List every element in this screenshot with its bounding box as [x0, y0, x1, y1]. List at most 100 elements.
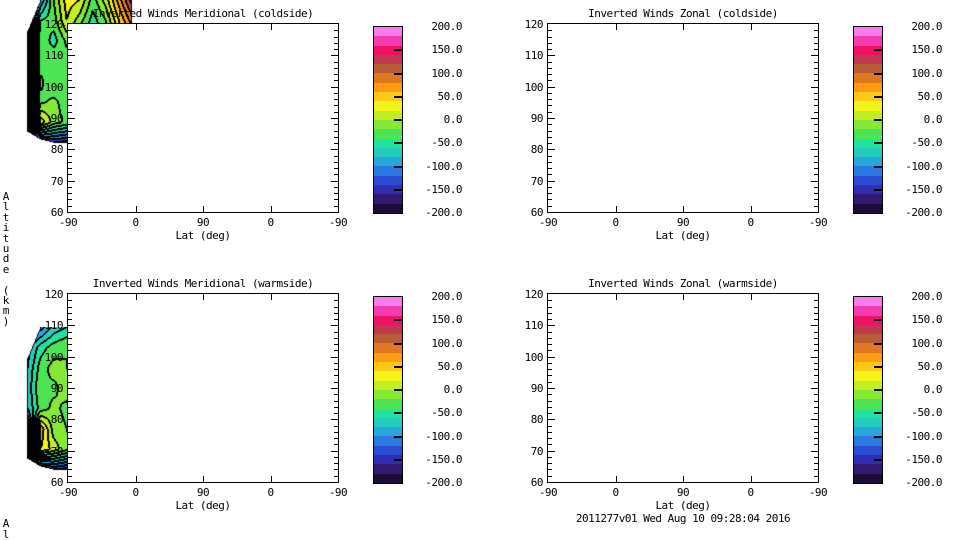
y-axis-tick	[548, 456, 552, 458]
y-axis-tick	[548, 49, 552, 51]
x-tick-label: -90	[538, 486, 558, 499]
colorbar-label: -100.0	[425, 159, 462, 173]
y-axis-tick	[811, 325, 818, 327]
colorbar-band	[854, 306, 882, 316]
x-axis-tick	[683, 24, 684, 30]
y-axis-tick	[68, 362, 72, 364]
x-tick-label: 0	[612, 216, 619, 229]
y-axis-tick	[814, 300, 818, 302]
y-axis-tick	[548, 312, 552, 314]
x-axis-tick	[270, 24, 272, 30]
colorbar	[373, 26, 403, 214]
x-axis-tick	[615, 206, 617, 212]
y-tick-label: 90	[50, 112, 64, 125]
x-axis-title: Lat (deg)	[655, 499, 711, 512]
y-axis-tick	[548, 30, 552, 32]
colorbar-band	[854, 157, 882, 167]
y-tick-label: 100	[524, 350, 544, 364]
y-axis-tick	[814, 136, 818, 138]
y-axis-tick	[548, 388, 555, 389]
x-axis-tick	[135, 206, 137, 212]
y-axis-tick	[334, 463, 338, 465]
colorbar	[853, 296, 883, 484]
y-tick-label: 110	[44, 319, 64, 333]
y-tick-label: 60	[530, 206, 544, 219]
y-axis-tick	[334, 394, 338, 396]
colorbar-band	[374, 306, 402, 316]
y-axis-tick	[814, 74, 818, 76]
y-axis-tick	[68, 312, 72, 314]
y-axis-tick	[68, 55, 75, 57]
x-tick-label: -90	[808, 486, 828, 499]
y-axis-tick	[334, 174, 338, 176]
colorbar-band	[374, 417, 402, 428]
y-axis-tick	[334, 155, 338, 157]
colorbar-band	[374, 445, 402, 456]
colorbar-label: -150.0	[425, 452, 462, 466]
y-axis-title-char: l	[2, 527, 10, 540]
y-axis-tick	[334, 67, 338, 69]
y-axis-tick	[548, 136, 552, 138]
y-axis-tick	[548, 149, 555, 151]
y-axis-tick	[68, 444, 72, 446]
y-axis-tick	[334, 92, 338, 94]
y-axis-tick	[68, 61, 72, 63]
colorbar-label: 150.0	[911, 313, 942, 327]
y-tick-label: 110	[524, 319, 544, 333]
y-axis-tick	[68, 199, 72, 201]
x-tick-label: 0	[612, 486, 619, 499]
y-tick-label: 80	[530, 143, 544, 157]
colorbar-band	[854, 129, 882, 139]
y-tick-label: 60	[530, 476, 544, 489]
colorbar-band	[374, 334, 402, 344]
y-axis-tick	[548, 369, 552, 371]
colorbar-band	[854, 334, 882, 344]
y-axis-tick	[814, 193, 818, 195]
panel-title: Inverted Winds Zonal (warmside)	[588, 277, 778, 290]
y-axis-tick	[548, 475, 552, 477]
panel-title: Inverted Winds Meridional (coldside)	[92, 7, 314, 20]
colorbar-band	[374, 64, 402, 74]
colorbar-label: -50.0	[911, 136, 942, 150]
colorbar-label: 200.0	[431, 20, 462, 33]
y-axis-tick	[68, 205, 72, 207]
y-axis-tick	[68, 180, 75, 182]
colorbar-tick	[874, 188, 882, 191]
y-axis-tick	[68, 350, 72, 352]
y-axis-tick	[811, 149, 818, 151]
y-axis-title-char: i	[2, 221, 10, 235]
colorbar-label: 150.0	[911, 43, 942, 57]
y-axis-tick	[548, 42, 552, 44]
y-tick-label: 70	[50, 174, 64, 188]
y-axis-title-char: t	[2, 210, 10, 224]
colorbar-tick	[874, 95, 882, 98]
colorbar-tick	[874, 165, 882, 168]
y-axis-tick	[334, 205, 338, 207]
colorbar-band	[854, 324, 882, 335]
x-axis-tick	[683, 476, 684, 482]
colorbar-band	[374, 324, 402, 335]
colorbar-band	[374, 175, 402, 186]
y-axis-tick	[814, 444, 818, 446]
plot-frame	[67, 23, 339, 213]
colorbar-tick	[874, 412, 882, 415]
y-axis-tick	[548, 400, 552, 402]
colorbar-band	[854, 445, 882, 456]
y-axis-tick	[331, 118, 338, 119]
colorbar-tick	[394, 72, 402, 75]
colorbar-tick	[874, 435, 882, 438]
y-axis-tick	[334, 350, 338, 352]
y-axis-tick	[814, 143, 818, 145]
y-axis-tick	[548, 205, 552, 207]
y-axis-tick	[548, 381, 552, 383]
y-axis-tick	[548, 74, 552, 76]
y-axis-tick	[334, 80, 338, 82]
y-axis-tick	[548, 168, 552, 170]
colorbar-tick	[394, 389, 402, 391]
y-axis-tick	[814, 337, 818, 339]
y-axis-tick	[814, 130, 818, 132]
y-axis-tick	[331, 388, 338, 389]
y-axis-tick	[334, 99, 338, 101]
x-axis-title: Lat (deg)	[175, 499, 231, 512]
